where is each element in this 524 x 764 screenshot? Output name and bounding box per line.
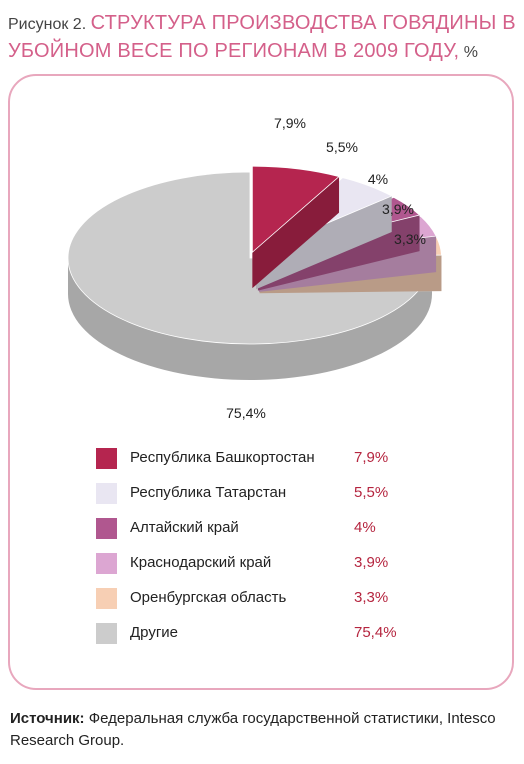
pie-slice-wall — [255, 196, 392, 290]
chart-unit: % — [463, 44, 478, 61]
pie-data-label: 3,9% — [382, 201, 414, 217]
pie-slice — [67, 171, 433, 345]
chart-title-text: СТРУКТУРА ПРОИЗВОДСТВА ГОВЯДИНЫ В УБОЙНО… — [8, 12, 516, 62]
legend-label: Краснодарский край — [130, 554, 272, 571]
legend-swatch — [96, 623, 117, 644]
pie-slice-group — [251, 165, 340, 289]
legend-value: 75,4% — [354, 624, 397, 641]
pie-slice-wall — [252, 176, 340, 289]
legend-swatch — [96, 448, 117, 469]
legend-item: Другие 75,4% — [96, 622, 416, 644]
legend-item: Алтайский край 4% — [96, 517, 416, 539]
legend-swatch — [96, 588, 117, 609]
legend-item: Краснодарский край 3,9% — [96, 552, 416, 574]
legend-swatch — [96, 483, 117, 504]
legend-item: Республика Татарстан 5,5% — [96, 482, 416, 504]
legend-label: Оренбургская область — [130, 589, 287, 606]
legend-item: Оренбургская область 3,3% — [96, 587, 416, 609]
legend-label: Республика Башкортостан — [130, 449, 315, 466]
legend-swatch — [96, 553, 117, 574]
source-label: Источник: — [10, 710, 85, 727]
legend-value: 3,3% — [354, 589, 389, 606]
legend-item: Республика Башкортостан 7,9% — [96, 447, 416, 469]
legend-value: 3,9% — [354, 554, 389, 571]
pie-slice-side — [68, 258, 432, 380]
pie-data-label: 4% — [368, 171, 388, 187]
legend-label: Алтайский край — [130, 519, 239, 536]
pie-chart: 7,9% 5,5% 4% 3,9% 3,3% 75,4% — [67, 115, 442, 421]
legend-value: 5,5% — [354, 484, 389, 501]
pie-slice — [251, 165, 340, 254]
pie-data-label: 5,5% — [326, 139, 358, 155]
legend-value: 7,9% — [354, 449, 389, 466]
legend-label: Другие — [130, 624, 179, 641]
pie-data-label: 3,3% — [394, 231, 426, 247]
figure-number: Рисунок 2. — [8, 16, 87, 33]
source-text: Федеральная служба государственной стати… — [10, 710, 496, 749]
legend-label: Республика Татарстан — [130, 484, 287, 501]
source-note: Источник: Федеральная служба государстве… — [10, 708, 510, 752]
pie-data-label: 7,9% — [274, 115, 306, 131]
legend-swatch — [96, 518, 117, 539]
chart-frame — [8, 74, 514, 690]
legend-value: 4% — [354, 519, 376, 536]
pie-data-label: 75,4% — [226, 405, 266, 421]
chart-title: Рисунок 2. СТРУКТУРА ПРОИЗВОДСТВА ГОВЯДИ… — [8, 10, 518, 66]
